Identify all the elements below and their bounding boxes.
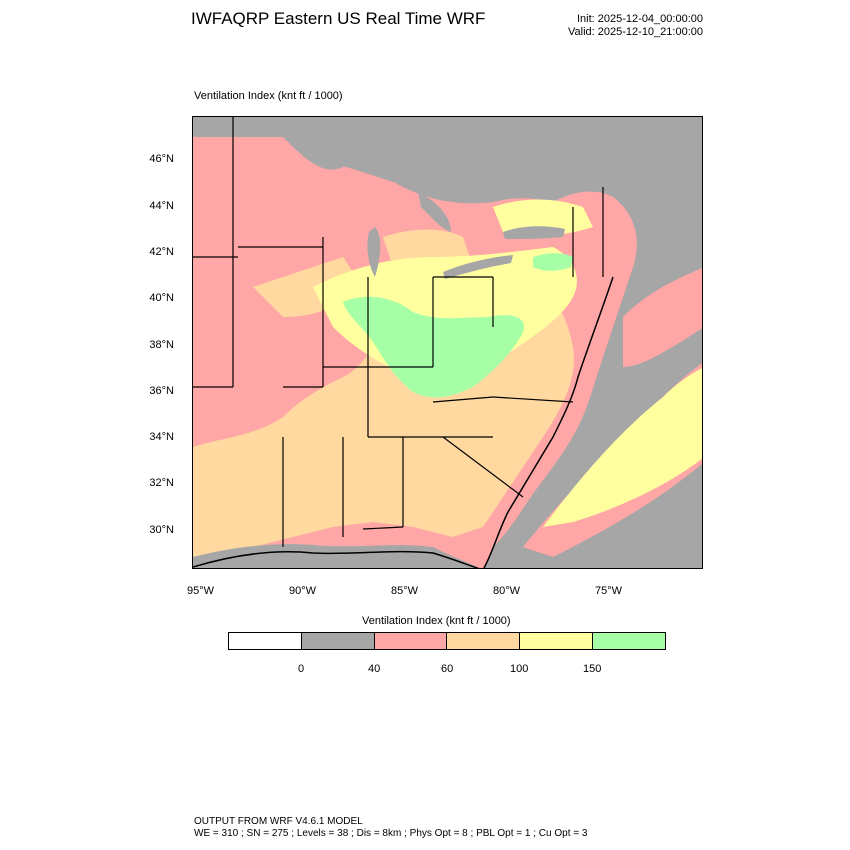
lat-label: 36°N (149, 385, 174, 397)
gulf-of-mexico (193, 544, 480, 568)
lat-label: 30°N (149, 524, 174, 536)
model-info: OUTPUT FROM WRF V4.6.1 MODEL WE = 310 ; … (194, 816, 587, 840)
model-info-line: OUTPUT FROM WRF V4.6.1 MODEL (194, 816, 363, 827)
lat-label: 46°N (149, 153, 174, 165)
lake-huron (418, 192, 451, 232)
colorbar-tick: 100 (510, 663, 529, 675)
valid-time: Valid: 2025-12-10_21:00:00 (568, 26, 703, 38)
colorbar-segment (229, 633, 302, 649)
colorbar-segment (301, 633, 375, 649)
ventilation-index-map (192, 116, 703, 569)
page-title: IWFAQRP Eastern US Real Time WRF (191, 9, 486, 28)
colorbar-segment (374, 633, 448, 649)
colorbar-tick: 40 (368, 663, 381, 675)
colorbar-segment (447, 633, 521, 649)
state-boundaries (193, 117, 604, 547)
plot-label: Ventilation Index (knt ft / 1000) (194, 90, 343, 102)
colorbar-tick: 60 (441, 663, 454, 675)
colorbar-label: Ventilation Index (knt ft / 1000) (362, 615, 511, 627)
lat-label: 44°N (149, 200, 174, 212)
lon-label: 85°W (391, 585, 419, 597)
map-graphic (193, 117, 702, 568)
lat-label: 38°N (149, 339, 174, 351)
colorbar-segment (593, 633, 665, 649)
lon-label: 75°W (595, 585, 623, 597)
colorbar-segment (520, 633, 594, 649)
model-info-line: WE = 310 ; SN = 275 ; Levels = 38 ; Dis … (194, 828, 588, 839)
lat-label: 32°N (149, 477, 174, 489)
run-times: Init: 2025-12-04_00:00:00 Valid: 2025-12… (568, 13, 703, 39)
lat-label: 42°N (149, 246, 174, 258)
colorbar-tick: 0 (298, 663, 305, 675)
ocean-yellow-area (543, 368, 702, 527)
colorbar (228, 632, 666, 650)
coastlines (193, 276, 614, 568)
lon-label: 80°W (493, 585, 521, 597)
atlantic-pink-patch (623, 267, 702, 367)
lat-label: 34°N (149, 431, 174, 443)
land-green-lake-erie (533, 253, 573, 271)
lake-michigan (367, 227, 381, 277)
lon-label: 95°W (187, 585, 215, 597)
lake-superior (303, 137, 403, 182)
lon-label: 90°W (289, 585, 317, 597)
init-time: Init: 2025-12-04_00:00:00 (577, 13, 703, 25)
lake-ontario (503, 226, 565, 239)
lat-label: 40°N (149, 292, 174, 304)
land-yellow-ny (493, 199, 593, 236)
lake-erie (443, 255, 513, 279)
colorbar-tick: 150 (583, 663, 602, 675)
